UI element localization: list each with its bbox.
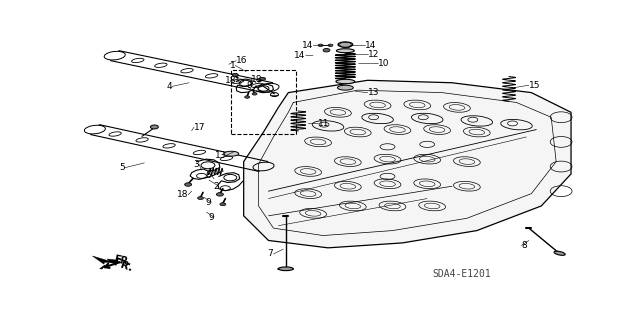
Text: 11: 11 [318, 119, 330, 128]
Text: 9: 9 [205, 198, 211, 207]
Text: 9: 9 [208, 212, 214, 221]
Circle shape [216, 193, 223, 196]
Circle shape [244, 96, 250, 98]
Text: 17: 17 [194, 123, 205, 132]
Text: FR.: FR. [112, 257, 134, 273]
Text: 18: 18 [251, 75, 262, 84]
Ellipse shape [278, 267, 293, 271]
Text: 10: 10 [378, 59, 389, 68]
Text: 5: 5 [119, 163, 125, 172]
Text: 1: 1 [230, 61, 236, 70]
Circle shape [328, 44, 333, 46]
Circle shape [220, 203, 226, 206]
Polygon shape [92, 256, 117, 264]
Text: 15: 15 [529, 81, 540, 90]
Text: 3: 3 [193, 160, 199, 169]
Circle shape [318, 44, 323, 46]
Polygon shape [100, 265, 105, 269]
Text: 18: 18 [225, 76, 237, 85]
Text: 14: 14 [365, 41, 376, 50]
Circle shape [185, 183, 191, 186]
Text: 13: 13 [367, 88, 379, 97]
Ellipse shape [338, 42, 353, 47]
Ellipse shape [554, 251, 565, 255]
Text: 9: 9 [246, 81, 252, 90]
Text: 8: 8 [522, 241, 527, 250]
Bar [231, 70, 296, 134]
Text: 7: 7 [268, 250, 273, 259]
Text: 14: 14 [294, 51, 306, 60]
Circle shape [198, 196, 204, 200]
Circle shape [150, 125, 158, 129]
Text: 2: 2 [213, 182, 219, 191]
Circle shape [260, 77, 266, 80]
Ellipse shape [337, 49, 355, 53]
Circle shape [252, 92, 257, 95]
Circle shape [323, 49, 330, 52]
Text: FR.: FR. [112, 255, 132, 268]
Text: 16: 16 [236, 56, 248, 65]
Polygon shape [244, 80, 571, 248]
Ellipse shape [224, 151, 239, 156]
Ellipse shape [336, 79, 355, 84]
Text: 6: 6 [205, 171, 211, 180]
Text: 4: 4 [166, 82, 172, 91]
Text: 13: 13 [215, 151, 227, 160]
Text: 12: 12 [367, 50, 379, 59]
Text: 14: 14 [301, 41, 313, 50]
Ellipse shape [337, 85, 353, 90]
Text: SDA4-E1201: SDA4-E1201 [433, 269, 492, 279]
Text: 18: 18 [177, 190, 188, 199]
Circle shape [232, 73, 238, 76]
